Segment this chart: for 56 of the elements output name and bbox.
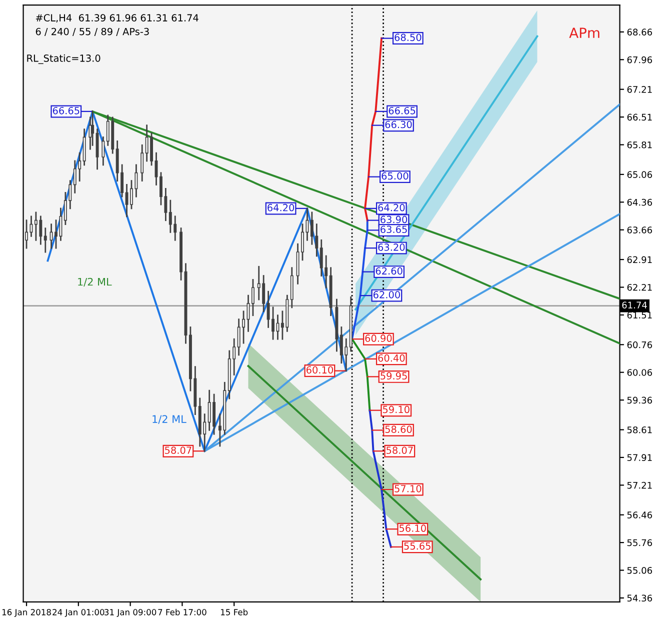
y-tick-label: 55.06 — [627, 566, 652, 574]
annotation: 63.90 — [380, 216, 408, 224]
x-tick-label: 15 Feb — [221, 608, 248, 616]
y-tick-label: 65.06 — [627, 171, 652, 178]
y-tick-label: 60.06 — [627, 369, 652, 376]
x-tick-label: 16 Jan 2018 — [2, 609, 51, 617]
annotation: APm — [569, 28, 600, 38]
annotation: 58.07 — [386, 446, 413, 454]
annotation: 66.65 — [388, 106, 416, 114]
annotation: 68.50 — [394, 34, 422, 42]
annotation: 55.65 — [404, 542, 430, 550]
y-tick-label: 54.36 — [627, 594, 652, 602]
annotation: 62.60 — [376, 267, 402, 275]
annotation: RL_Static=13.0 — [27, 54, 100, 64]
annotation: 66.30 — [385, 120, 412, 128]
annotation: 60.40 — [378, 354, 405, 362]
y-tick-label: 55.76 — [627, 539, 652, 546]
annotation: 59.95 — [380, 372, 407, 380]
annotation: 59.10 — [382, 406, 410, 414]
y-tick-label: 62.91 — [627, 256, 652, 264]
x-tick-label: 24 Jan 01:00 — [52, 609, 104, 617]
y-tick-label: 65.81 — [627, 141, 652, 148]
annotation: 57.10 — [394, 484, 422, 492]
y-tick-label: 63.66 — [627, 226, 652, 234]
annotation: 64.20 — [268, 204, 294, 212]
annotation: 58.60 — [385, 426, 412, 433]
y-tick-label: 62.21 — [627, 284, 652, 291]
text: #CL,H4 61.39 61.96 61.31 61.74 — [36, 14, 198, 22]
text: 6 / 240 / 55 / 89 / APs-3 — [36, 28, 149, 36]
y-tick-label: 67.96 — [627, 56, 652, 64]
y-tick-label: 56.46 — [627, 512, 652, 518]
annotation: 63.20 — [378, 244, 405, 251]
annotation: 56.10 — [400, 524, 426, 532]
y-tick-label: 57.21 — [627, 482, 652, 489]
y-tick-label: 64.36 — [627, 198, 652, 206]
y-tick-label: 68.66 — [627, 28, 652, 36]
y-tick-label: 66.51 — [627, 114, 652, 121]
annotation: 60.90 — [365, 334, 392, 342]
annotation: 63.65 — [380, 226, 407, 234]
y-tick-label: 61.51 — [627, 312, 652, 319]
annotation: 62.00 — [373, 291, 400, 298]
x-tick-label: 31 Jan 09:00 — [104, 609, 156, 617]
y-tick-label: 57.91 — [627, 454, 652, 461]
annotation: 65.00 — [382, 172, 408, 180]
ref-line-label: 61.74 — [622, 302, 647, 308]
annotation: 66.65 — [52, 106, 80, 114]
annotation: 64.20 — [378, 204, 405, 212]
y-tick-label: 67.21 — [627, 86, 652, 93]
annotation: 60.10 — [306, 366, 334, 374]
y-tick-label: 59.36 — [627, 396, 652, 404]
y-tick-label: 60.76 — [627, 341, 652, 348]
x-tick-label: 7 Feb 17:00 — [158, 608, 206, 616]
annotation: 1/2 ML — [152, 415, 186, 424]
annotation: 58.07 — [165, 446, 192, 454]
annotation: 1/2 ML — [78, 278, 112, 287]
y-tick-label: 58.61 — [627, 426, 652, 434]
